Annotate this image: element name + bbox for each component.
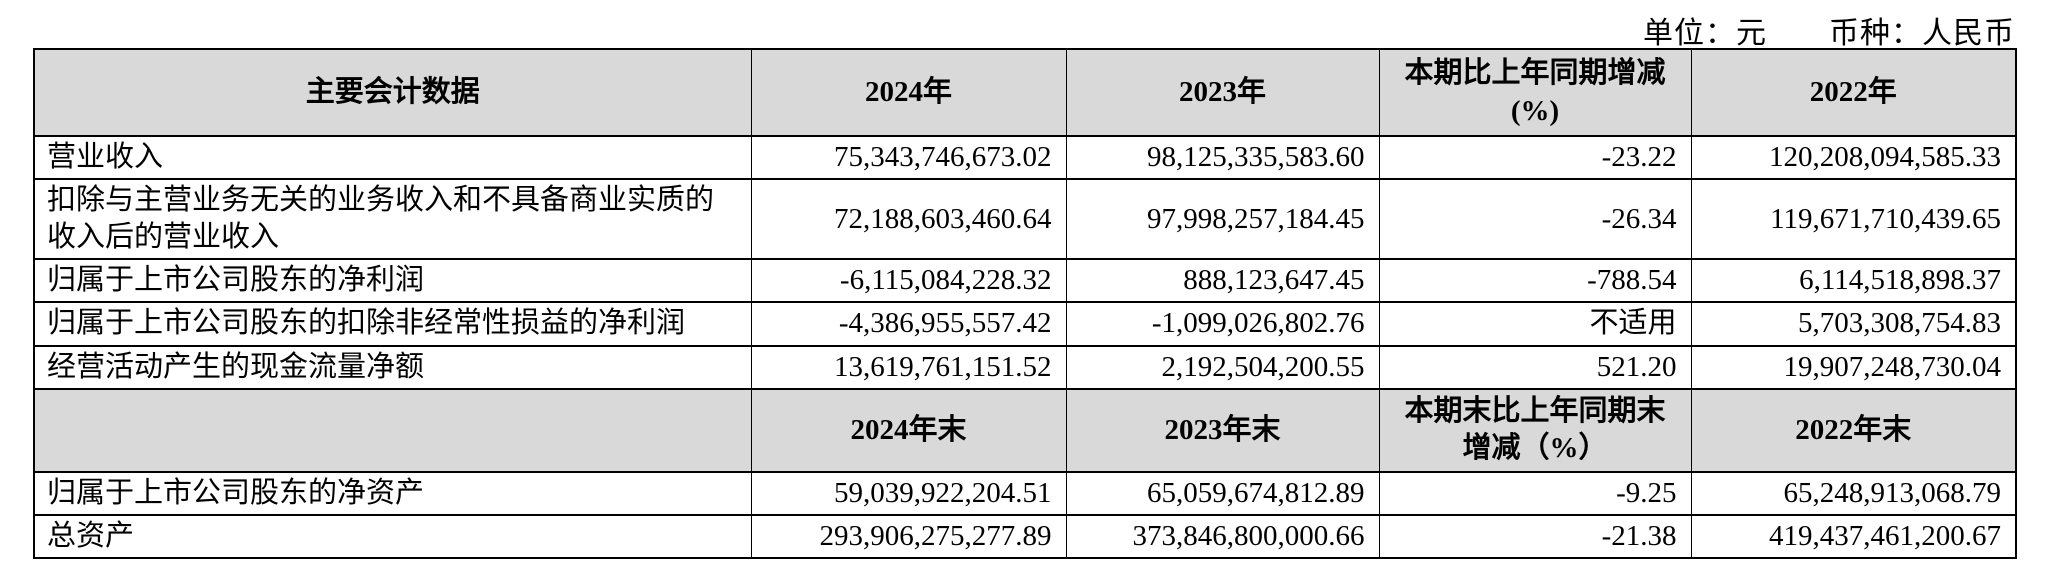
table-row-net-operating-cash-flow: 经营活动产生的现金流量净额 13,619,761,151.52 2,192,50…: [33, 344, 2017, 390]
row-label: 经营活动产生的现金流量净额: [33, 344, 752, 390]
value-change: -788.54: [1378, 258, 1692, 304]
row-label: 归属于上市公司股东的净利润: [33, 258, 752, 304]
value-change: 不适用: [1378, 301, 1692, 347]
key-accounting-data-table: 主要会计数据 2024年 2023年 本期比上年同期增减 (%) 2022年 营…: [33, 48, 2017, 559]
header-end-2023: 2023年末: [1065, 387, 1380, 473]
value-2023: 98,125,335,583.60: [1065, 134, 1380, 181]
value-2022: 65,248,913,068.79: [1690, 470, 2017, 516]
value-2023: -1,099,026,802.76: [1065, 301, 1380, 347]
value-2023: 373,846,800,000.66: [1065, 513, 1380, 559]
value-2023: 2,192,504,200.55: [1065, 344, 1380, 390]
header-main-accounting-data: 主要会计数据: [33, 48, 752, 137]
value-2023: 888,123,647.45: [1065, 258, 1380, 304]
value-2022: 120,208,094,585.33: [1690, 134, 2017, 181]
value-2024: 13,619,761,151.52: [750, 344, 1067, 390]
row-label: 营业收入: [33, 134, 752, 181]
row-label: 归属于上市公司股东的净资产: [33, 470, 752, 516]
header-end-2024: 2024年末: [750, 387, 1067, 473]
value-2023: 65,059,674,812.89: [1065, 470, 1380, 516]
value-2022: 419,437,461,200.67: [1690, 513, 2017, 559]
value-2024: -4,386,955,557.42: [750, 301, 1067, 347]
value-2022: 6,114,518,898.37: [1690, 258, 2017, 304]
header-year-2024: 2024年: [750, 48, 1067, 137]
value-2024: 59,039,922,204.51: [750, 470, 1067, 516]
value-2022: 5,703,308,754.83: [1690, 301, 2017, 347]
value-2022: 19,907,248,730.04: [1690, 344, 2017, 390]
value-2024: 72,188,603,460.64: [750, 178, 1067, 261]
annual-header-row: 主要会计数据 2024年 2023年 本期比上年同期增减 (%) 2022年: [33, 48, 2017, 137]
value-2024: 293,906,275,277.89: [750, 513, 1067, 559]
table-row-net-profit-attributable: 归属于上市公司股东的净利润 -6,115,084,228.32 888,123,…: [33, 258, 2017, 304]
value-change: -26.34: [1378, 178, 1692, 261]
header-yoy-change-pct: 本期比上年同期增减 (%): [1378, 48, 1692, 137]
header-year-2023: 2023年: [1065, 48, 1380, 137]
value-change: -23.22: [1378, 134, 1692, 181]
value-change: 521.20: [1378, 344, 1692, 390]
row-label: 扣除与主营业务无关的业务收入和不具备商业实质的收入后的营业收入: [33, 178, 752, 261]
unit-currency-note: 单位：元 币种：人民币: [1643, 17, 2015, 50]
table-row-net-profit-excl-nonrecurring: 归属于上市公司股东的扣除非经常性损益的净利润 -4,386,955,557.42…: [33, 301, 2017, 347]
value-change: -21.38: [1378, 513, 1692, 559]
value-2022: 119,671,710,439.65: [1690, 178, 2017, 261]
header-period-end-change-pct: 本期末比上年同期末 增减（%）: [1378, 387, 1692, 473]
header-year-2022: 2022年: [1690, 48, 2017, 137]
table-row-operating-revenue: 营业收入 75,343,746,673.02 98,125,335,583.60…: [33, 134, 2017, 181]
row-label: 归属于上市公司股东的扣除非经常性损益的净利润: [33, 301, 752, 347]
table-row-revenue-after-deduction: 扣除与主营业务无关的业务收入和不具备商业实质的收入后的营业收入 72,188,6…: [33, 178, 2017, 261]
period-end-header-row: 2024年末 2023年末 本期末比上年同期末 增减（%） 2022年末: [33, 387, 2017, 473]
header-empty: [33, 387, 752, 473]
row-label: 总资产: [33, 513, 752, 559]
header-end-2022: 2022年末: [1690, 387, 2017, 473]
value-2023: 97,998,257,184.45: [1065, 178, 1380, 261]
table-row-total-assets: 总资产 293,906,275,277.89 373,846,800,000.6…: [33, 513, 2017, 559]
value-2024: -6,115,084,228.32: [750, 258, 1067, 304]
table-row-net-assets-attributable: 归属于上市公司股东的净资产 59,039,922,204.51 65,059,6…: [33, 470, 2017, 516]
value-change: -9.25: [1378, 470, 1692, 516]
value-2024: 75,343,746,673.02: [750, 134, 1067, 181]
